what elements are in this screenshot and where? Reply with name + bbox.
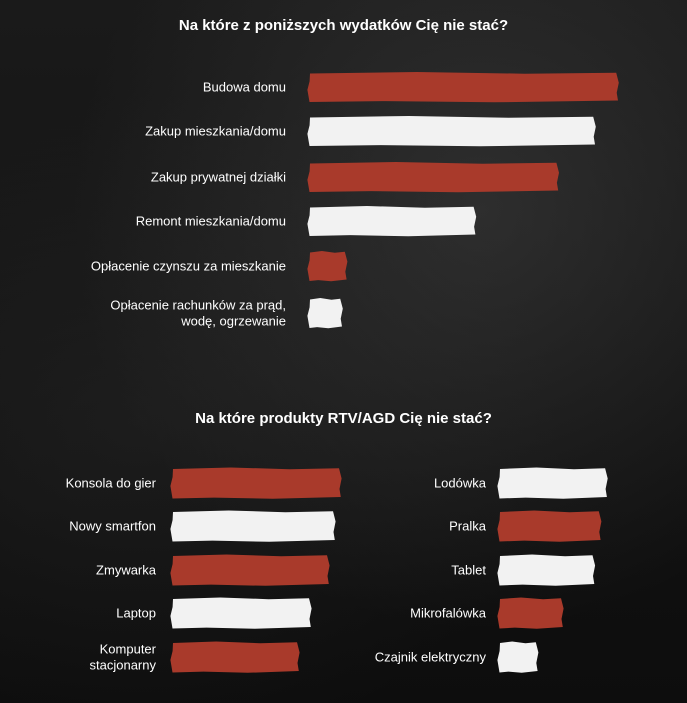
bar-0-2 xyxy=(307,162,559,193)
category-label: Opłacenie rachunków za prąd, wodę, ogrzew… xyxy=(110,298,286,329)
category-label: Mikrofalówka xyxy=(410,606,487,621)
category-label: Laptop xyxy=(116,606,156,621)
bar-0-4 xyxy=(307,251,348,282)
bar-0-5 xyxy=(307,298,343,329)
bar-1-2 xyxy=(170,554,330,586)
bar-2-4 xyxy=(497,641,539,673)
category-label: Opłacenie czynszu za mieszkanie xyxy=(91,259,286,274)
category-label: Lodówka xyxy=(434,476,487,491)
bar-1-4 xyxy=(170,641,300,673)
category-label: Czajnik elektryczny xyxy=(375,650,487,665)
bar-2-3 xyxy=(497,597,564,629)
bar-0-1 xyxy=(307,116,596,147)
bar-1-3 xyxy=(170,597,312,629)
bar-1-0 xyxy=(170,467,342,499)
bar-2-2 xyxy=(497,554,596,586)
bar-0-0 xyxy=(307,72,619,103)
chart-title-appliances: Na które produkty RTV/AGD Cię nie stać? xyxy=(195,410,492,427)
bar-1-1 xyxy=(170,510,336,542)
category-label: Budowa domu xyxy=(203,80,286,95)
category-label: Remont mieszkania/domu xyxy=(136,214,286,229)
category-label: Zakup prywatnej działki xyxy=(151,170,286,185)
bar-2-1 xyxy=(497,510,602,542)
category-label: Nowy smartfon xyxy=(69,519,156,534)
category-label: Konsola do gier xyxy=(66,476,157,491)
chart-0: 67%Budowa domu62%Zakup mieszkania/domu54… xyxy=(91,80,345,329)
category-label: Komputer stacjonarny xyxy=(90,642,157,673)
bar-2-0 xyxy=(497,467,608,499)
category-label: Zakup mieszkania/domu xyxy=(145,124,286,139)
chart-title-expenses: Na które z poniższych wydatków Cię nie s… xyxy=(178,17,509,34)
category-label: Pralka xyxy=(449,519,487,534)
bar-0-3 xyxy=(307,206,477,237)
category-label: Zmywarka xyxy=(96,563,157,578)
category-label: Tablet xyxy=(451,563,486,578)
